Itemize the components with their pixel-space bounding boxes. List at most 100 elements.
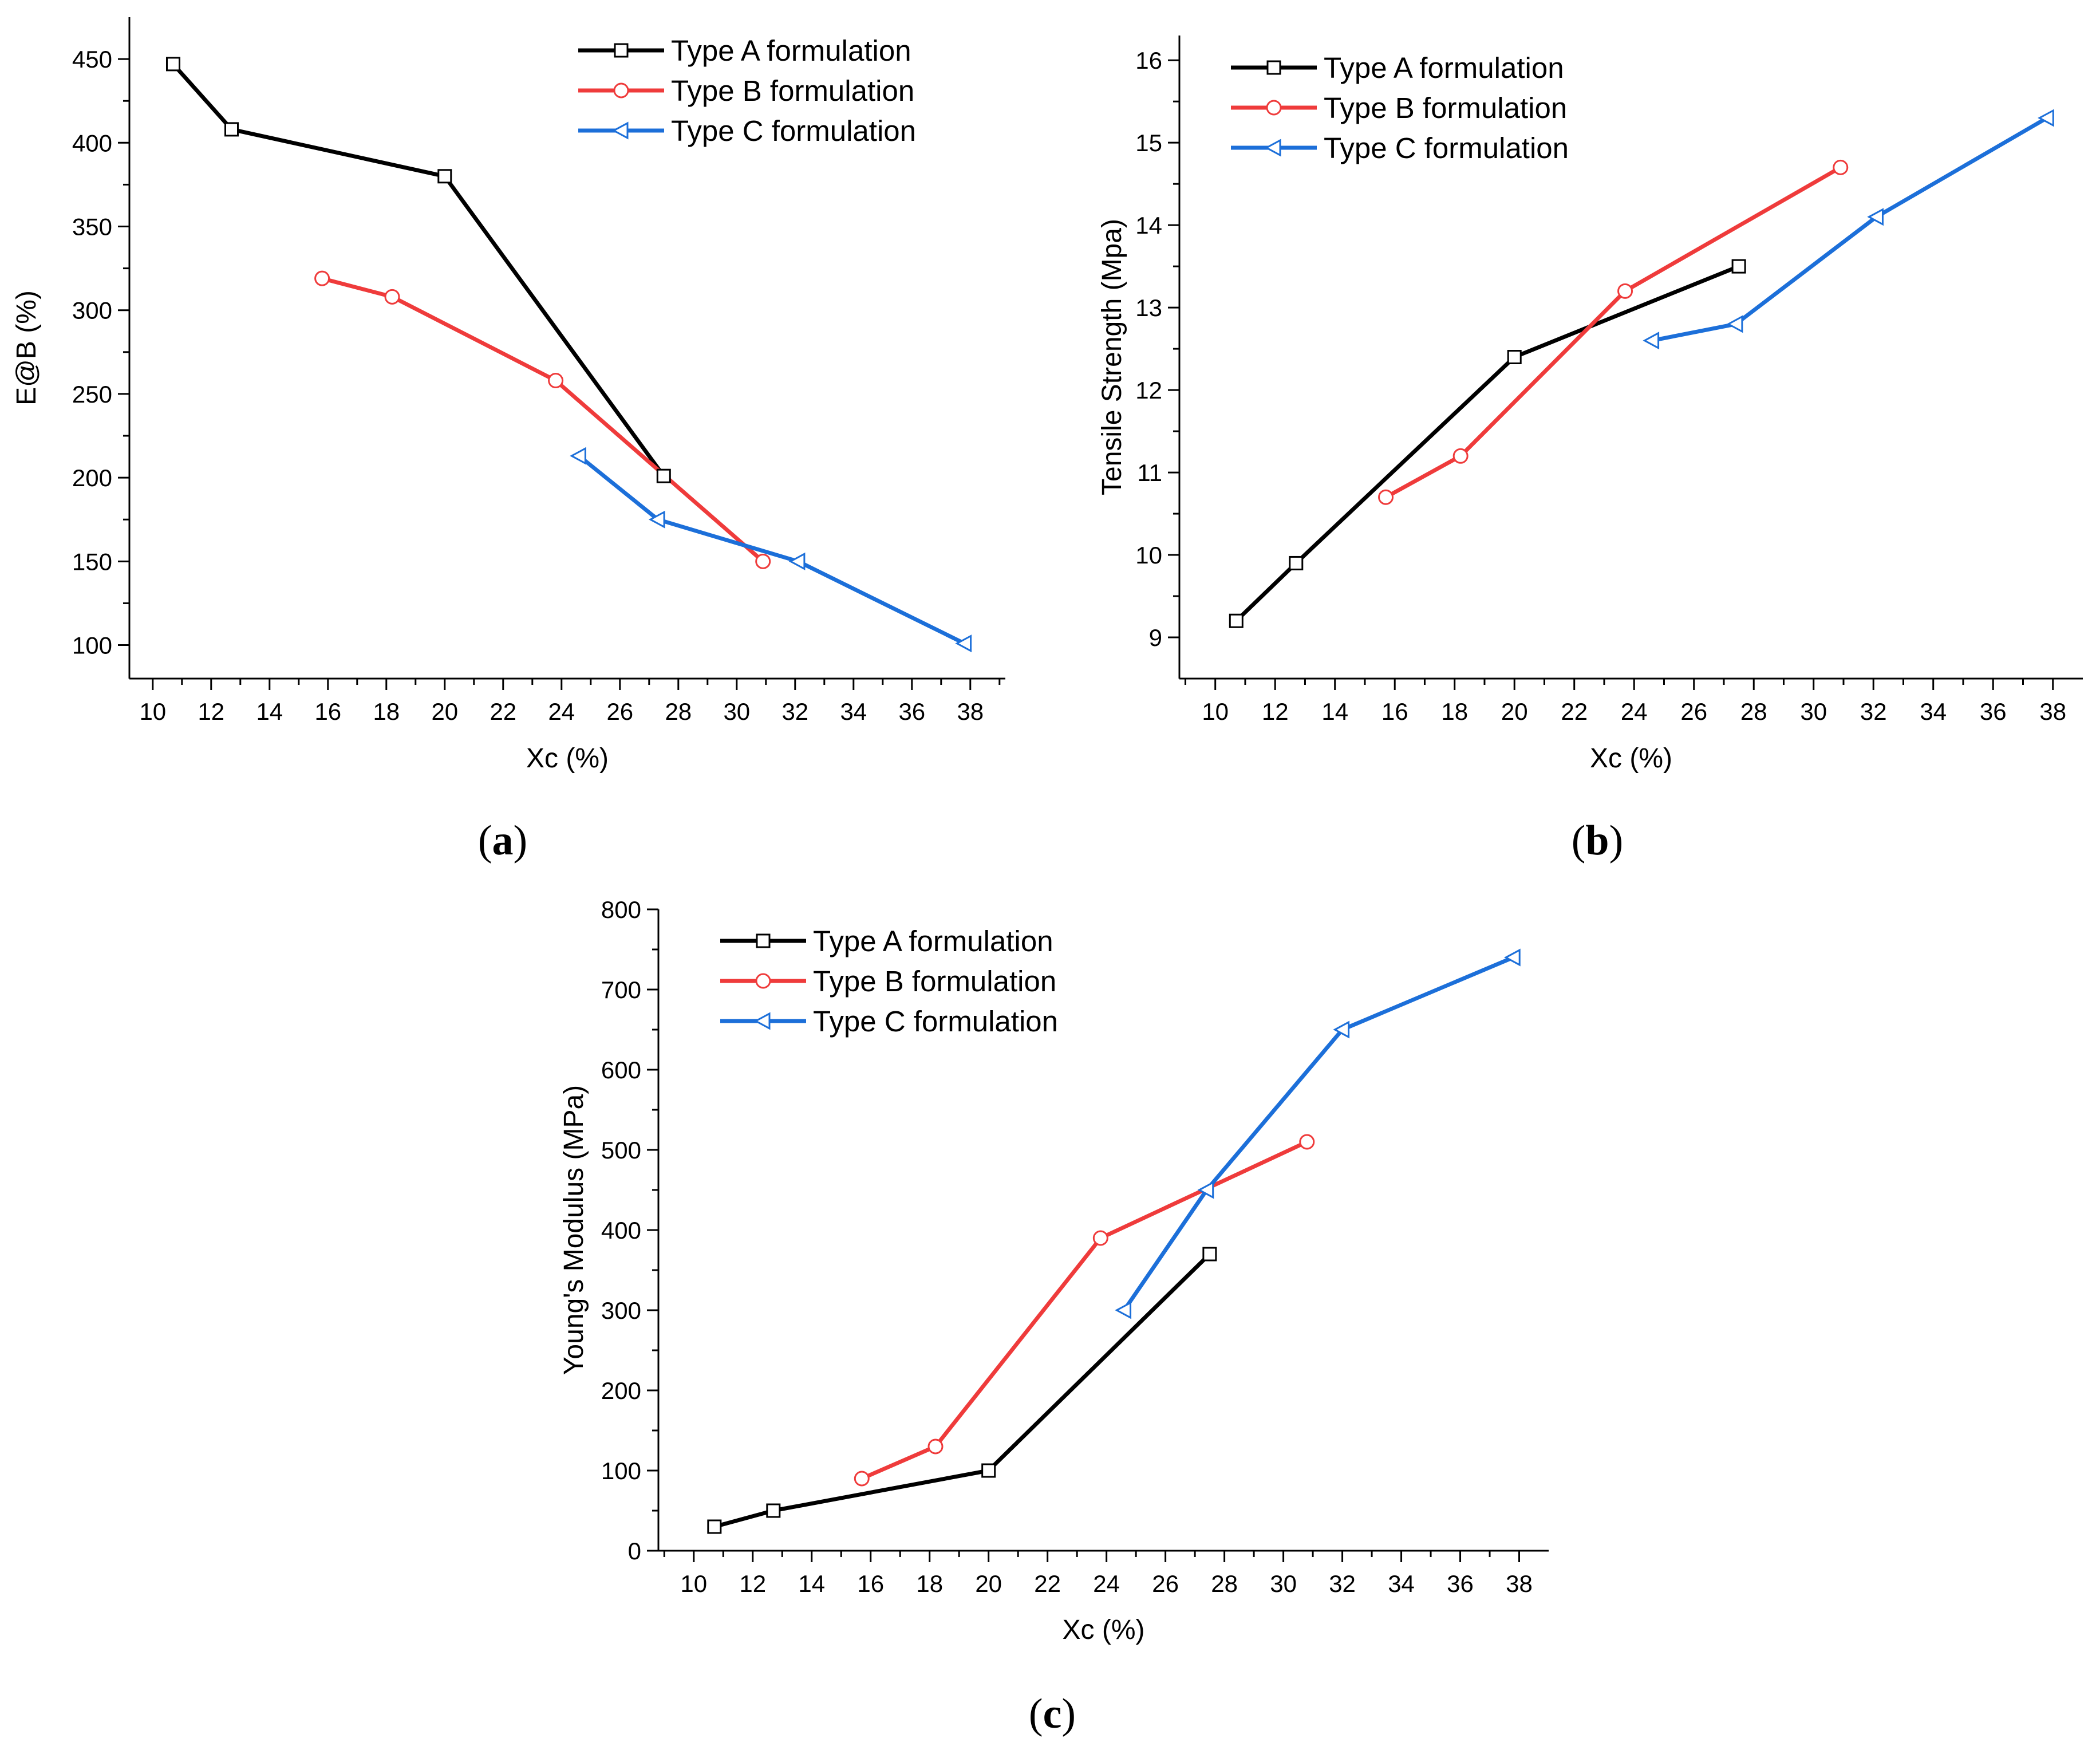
legend-marker xyxy=(613,82,629,98)
data-point xyxy=(166,57,180,72)
x-tick-label: 36 xyxy=(1980,698,2007,725)
y-tick-label: 250 xyxy=(72,381,112,408)
x-tick-label: 24 xyxy=(1093,1570,1120,1597)
data-point xyxy=(1378,489,1394,505)
data-point xyxy=(1833,159,1849,175)
legend-label: Type A formulation xyxy=(671,34,911,67)
y-tick-label: 400 xyxy=(72,129,112,156)
y-tick-label: 100 xyxy=(601,1457,641,1484)
x-tick-label: 28 xyxy=(665,698,692,725)
y-tick-label: 0 xyxy=(628,1538,641,1564)
y-axis-title: Young's Modulus (MPa) xyxy=(559,1085,589,1375)
data-point xyxy=(1229,613,1244,628)
legend-marker xyxy=(611,121,629,140)
y-tick-label: 9 xyxy=(1149,624,1162,651)
y-tick-label: 700 xyxy=(601,976,641,1003)
data-point xyxy=(314,270,330,286)
panel-c: 10 12 14 16 18 20 22 24 26 28 30 32 34 36 38 0 100 200 300… xyxy=(559,896,1549,1737)
panel-label: (a) xyxy=(478,817,527,864)
data-point xyxy=(2038,109,2054,127)
panel-label: (c) xyxy=(1029,1690,1076,1737)
data-point xyxy=(1092,1230,1108,1246)
x-tick-label: 30 xyxy=(1800,698,1827,725)
data-point xyxy=(1504,948,1521,967)
data-point xyxy=(437,169,452,184)
x-tick-label: 38 xyxy=(1506,1570,1533,1597)
legend-marker xyxy=(753,1012,771,1030)
x-tick-label: 18 xyxy=(1441,698,1468,725)
data-point xyxy=(1289,555,1304,570)
x-tick-label: 30 xyxy=(723,698,750,725)
x-tick-label: 30 xyxy=(1270,1570,1297,1597)
data-point xyxy=(570,447,586,465)
y-tick-label: 15 xyxy=(1135,129,1162,156)
x-tick-label: 34 xyxy=(1388,1570,1415,1597)
x-tick-label: 16 xyxy=(1381,698,1408,725)
x-tick-label: 34 xyxy=(840,698,867,725)
series-line xyxy=(1384,165,1842,499)
data-point xyxy=(384,289,400,305)
data-point xyxy=(548,373,564,389)
y-tick-label: 16 xyxy=(1135,47,1162,74)
y-tick-label: 600 xyxy=(601,1057,641,1083)
data-point xyxy=(707,1519,722,1534)
x-tick-label: 22 xyxy=(490,698,516,725)
legend-label: Type B formulation xyxy=(671,74,914,107)
legend-label: Type B formulation xyxy=(813,965,1056,998)
data-point xyxy=(927,1438,944,1455)
x-tick-label: 18 xyxy=(373,698,400,725)
y-tick-label: 350 xyxy=(72,214,112,241)
series-line xyxy=(321,276,765,563)
y-tick-label: 14 xyxy=(1135,212,1162,239)
x-tick-label: 36 xyxy=(1447,1570,1474,1597)
data-point xyxy=(1115,1301,1132,1319)
x-tick-label: 36 xyxy=(898,698,925,725)
series-line xyxy=(171,62,666,478)
y-axis-title: E@B (%) xyxy=(11,290,42,405)
data-point xyxy=(224,122,239,137)
data-point xyxy=(1197,1181,1214,1199)
x-tick-label: 32 xyxy=(781,698,808,725)
y-tick-label: 800 xyxy=(601,896,641,923)
x-tick-label: 24 xyxy=(548,698,575,725)
legend-label: Type C formulation xyxy=(671,115,916,147)
x-tick-label: 10 xyxy=(1202,698,1229,725)
x-tick-label: 16 xyxy=(857,1570,884,1597)
series-line xyxy=(713,1252,1211,1529)
data-point xyxy=(766,1503,781,1518)
legend-marker xyxy=(614,43,629,58)
data-point xyxy=(1333,1020,1350,1039)
data-point xyxy=(1507,350,1522,364)
y-axis-title: Tensile Strength (Mpa) xyxy=(1097,219,1127,495)
x-tick-label: 10 xyxy=(680,1570,707,1597)
legend-label: Type A formulation xyxy=(813,925,1053,957)
data-point xyxy=(1452,448,1469,464)
panel-label: (b) xyxy=(1572,817,1623,864)
x-tick-label: 14 xyxy=(1321,698,1348,725)
series-line xyxy=(1651,116,2048,343)
y-tick-label: 400 xyxy=(601,1217,641,1244)
x-tick-label: 34 xyxy=(1920,698,1947,725)
legend-marker xyxy=(1264,139,1281,157)
x-axis-title: Xc (%) xyxy=(1590,743,1672,774)
data-point xyxy=(1202,1247,1217,1262)
x-tick-label: 20 xyxy=(975,1570,1002,1597)
series-line xyxy=(1234,264,1740,622)
series-line xyxy=(860,1140,1308,1481)
y-tick-label: 200 xyxy=(72,464,112,491)
x-tick-label: 12 xyxy=(198,698,224,725)
data-point xyxy=(955,634,972,653)
y-tick-label: 450 xyxy=(72,46,112,73)
x-tick-label: 38 xyxy=(2039,698,2066,725)
x-tick-label: 16 xyxy=(314,698,341,725)
y-tick-label: 13 xyxy=(1135,294,1162,321)
series-line xyxy=(1122,955,1514,1311)
x-axis-title: Xc (%) xyxy=(526,743,609,774)
data-point xyxy=(1643,332,1660,350)
x-axis-title: Xc (%) xyxy=(1063,1615,1145,1645)
y-tick-label: 300 xyxy=(601,1297,641,1324)
legend-marker xyxy=(756,933,771,948)
data-point xyxy=(788,552,806,570)
x-tick-label: 12 xyxy=(739,1570,766,1597)
